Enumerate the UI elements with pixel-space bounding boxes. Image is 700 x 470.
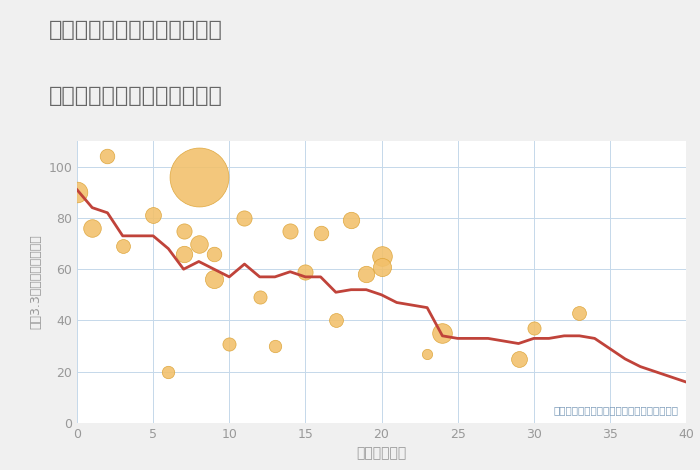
Point (162, 368, 174, 376)
Point (209, 250, 220, 258)
Point (346, 217, 357, 224)
Point (513, 355, 524, 363)
Text: 福岡県北九州市門司区藤松の: 福岡県北九州市門司区藤松の (49, 20, 223, 40)
Point (148, 212, 159, 219)
Point (330, 317, 342, 324)
Point (193, 173, 204, 180)
Point (254, 294, 265, 301)
Point (117, 243, 128, 250)
Point (300, 268, 311, 275)
Text: 円の大きさは、取引のあった物件面積を示す: 円の大きさは、取引のあった物件面積を示す (554, 405, 678, 415)
Point (178, 250, 189, 258)
Point (224, 340, 235, 347)
Point (87, 224, 98, 232)
Point (209, 276, 220, 283)
Point (270, 342, 281, 350)
Point (574, 309, 585, 316)
Point (178, 227, 189, 235)
Point (71, 188, 83, 196)
Point (421, 350, 433, 358)
Y-axis label: 坪（3.3㎡）単価（万円）: 坪（3.3㎡）単価（万円） (29, 235, 43, 329)
X-axis label: 築年数（年）: 築年数（年） (356, 446, 407, 461)
Point (102, 153, 113, 160)
Point (193, 240, 204, 247)
Point (437, 329, 448, 337)
Point (376, 263, 387, 270)
Point (376, 252, 387, 260)
Point (528, 324, 539, 332)
Point (360, 271, 372, 278)
Point (315, 229, 326, 237)
Text: 築年数別中古マンション価格: 築年数別中古マンション価格 (49, 86, 223, 106)
Point (284, 227, 296, 235)
Point (239, 214, 250, 222)
